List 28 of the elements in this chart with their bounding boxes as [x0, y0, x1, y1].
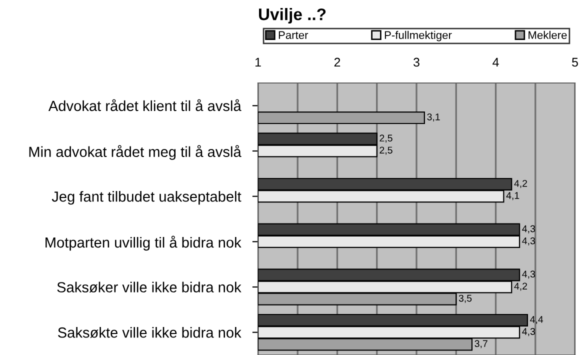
data-label: 4,1 — [506, 192, 520, 200]
x-tick-label: 5 — [572, 58, 578, 67]
data-label: 4,3 — [522, 328, 535, 336]
data-label: 4,3 — [522, 225, 535, 234]
legend-label: Parter — [278, 31, 308, 40]
data-label: 4,2 — [514, 282, 528, 291]
x-tick-label: 2 — [334, 58, 340, 67]
y-tick-label: Saksøkte ville ikke bidra nok — [58, 327, 242, 338]
y-tick-label: Motparten uvillig til å bidra nok — [46, 236, 242, 251]
y-tick-label: Saksøker ville ikke bidra nok — [57, 282, 242, 293]
data-label: 4,3 — [522, 237, 535, 246]
y-tick-label: Min advokat rådet meg til å avslå — [29, 145, 242, 160]
data-label: 2,5 — [380, 146, 392, 155]
data-label: 2,5 — [380, 134, 392, 143]
y-tick-label: Jeg fant tilbudet uakseptabelt — [52, 191, 242, 205]
data-label: 4,3 — [522, 270, 535, 279]
data-label: 3,1 — [427, 113, 440, 122]
data-label: 3,5 — [458, 294, 472, 303]
chart-title: Uvilje ..? — [259, 8, 326, 24]
data-label: 4,4 — [530, 316, 544, 324]
legend-label: Meklere — [528, 30, 567, 40]
x-tick-label: 1 — [255, 58, 261, 67]
y-tick-label: Advokat rådet klient til å avslå — [48, 99, 242, 112]
legend-label: P-fullmektiger — [384, 30, 452, 42]
x-tick-label: 4 — [492, 58, 499, 67]
data-label: 3,7 — [474, 340, 488, 348]
data-label: 4,2 — [514, 180, 528, 188]
x-tick-label: 3 — [414, 58, 420, 67]
